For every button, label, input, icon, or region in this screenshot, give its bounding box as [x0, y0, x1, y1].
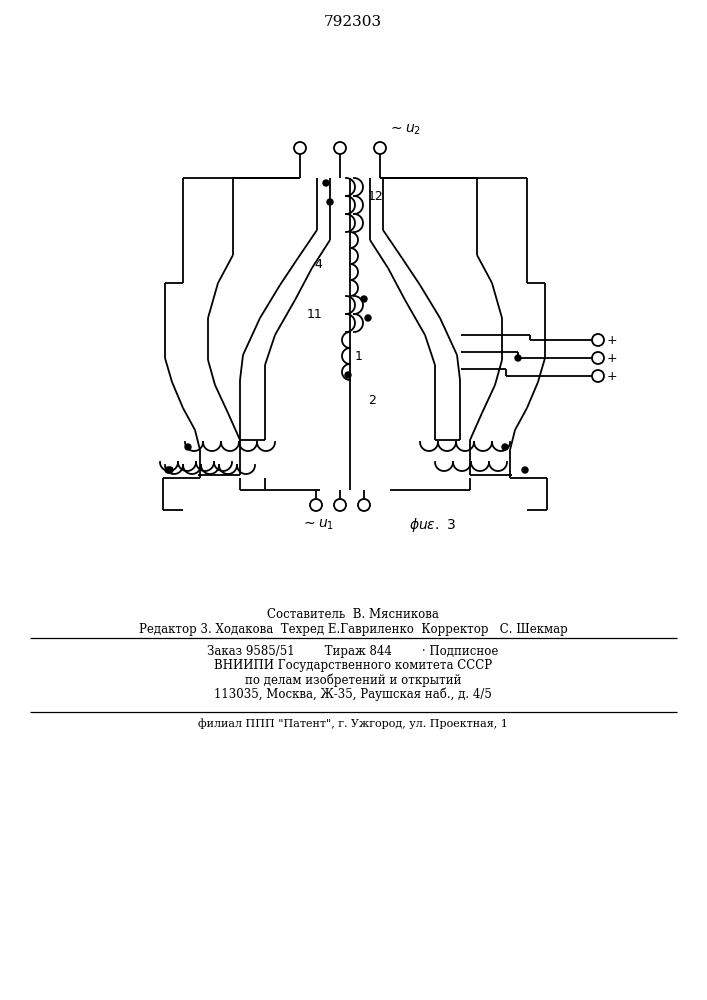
Text: $\sim u_1$: $\sim u_1$	[301, 518, 334, 532]
Circle shape	[327, 199, 333, 205]
Text: 792303: 792303	[324, 15, 382, 29]
Text: +: +	[607, 352, 618, 364]
Text: 2: 2	[368, 393, 376, 406]
Text: филиал ППП "Патент", г. Ужгород, ул. Проектная, 1: филиал ППП "Патент", г. Ужгород, ул. Про…	[198, 719, 508, 729]
Text: Заказ 9585/51        Тираж 844        · Подписное: Заказ 9585/51 Тираж 844 · Подписное	[207, 646, 498, 658]
Circle shape	[345, 372, 351, 378]
Circle shape	[167, 467, 173, 473]
Text: Редактор 3. Ходакова  Техред Е.Гавриленко  Корректор   С. Шекмар: Редактор 3. Ходакова Техред Е.Гавриленко…	[139, 624, 568, 637]
Text: 12: 12	[368, 190, 384, 202]
Text: 1: 1	[355, 350, 363, 362]
Circle shape	[185, 444, 191, 450]
Circle shape	[165, 467, 171, 473]
Circle shape	[502, 444, 508, 450]
Text: по делам изобретений и открытий: по делам изобретений и открытий	[245, 673, 461, 687]
Text: ВНИИПИ Государственного комитета СССР: ВНИИПИ Государственного комитета СССР	[214, 660, 492, 672]
Circle shape	[522, 467, 528, 473]
Circle shape	[365, 315, 371, 321]
Circle shape	[515, 355, 521, 361]
Text: +: +	[607, 334, 618, 347]
Text: Составитель  В. Мясникова: Составитель В. Мясникова	[267, 608, 439, 621]
Text: 11: 11	[306, 308, 322, 320]
Text: +: +	[607, 369, 618, 382]
Text: $\phi u\varepsilon.\ 3$: $\phi u\varepsilon.\ 3$	[409, 516, 456, 534]
Text: 4: 4	[314, 257, 322, 270]
Text: 113035, Москва, Ж-35, Раушская наб., д. 4/5: 113035, Москва, Ж-35, Раушская наб., д. …	[214, 687, 492, 701]
Text: $\sim u_2$: $\sim u_2$	[388, 123, 421, 137]
Circle shape	[361, 296, 367, 302]
Circle shape	[323, 180, 329, 186]
